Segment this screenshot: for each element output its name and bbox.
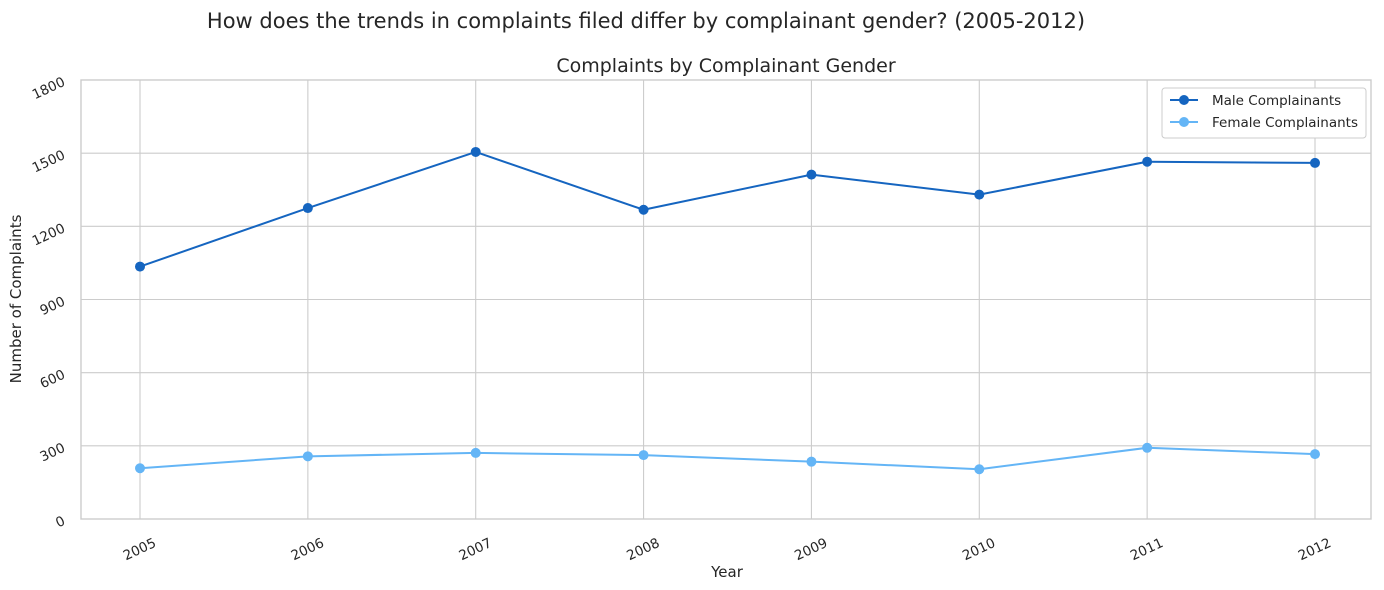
data-point <box>638 450 649 461</box>
data-point <box>302 451 313 462</box>
chart-suptitle: How does the trends in complaints filed … <box>207 9 1085 33</box>
data-point <box>1142 156 1153 167</box>
x-axis-ticks: 2005 2006 2007 2008 2009 2010 2011 2012 <box>121 535 1334 564</box>
series-group <box>135 146 1320 475</box>
y-tick-label: 1800 <box>30 74 68 103</box>
data-point <box>1142 442 1153 453</box>
x-tick-label: 2007 <box>457 535 495 564</box>
legend-swatch-marker <box>1179 95 1189 105</box>
x-tick-label: 2006 <box>289 535 327 564</box>
legend-box <box>1161 87 1367 139</box>
chart-title: Complaints by Complainant Gender <box>556 55 896 77</box>
x-tick-label: 2008 <box>624 535 662 564</box>
legend: Male Complainants Female Complainants <box>1161 87 1367 139</box>
legend-item-male-complainants: Male Complainants <box>1170 93 1341 109</box>
x-tick-label: 2005 <box>121 535 159 564</box>
x-tick-label: 2009 <box>792 535 830 564</box>
data-point <box>806 456 817 467</box>
y-axis-ticks: 0 300 600 900 1200 1500 1800 <box>30 74 68 531</box>
data-point <box>1310 157 1320 168</box>
series-line <box>139 150 1316 268</box>
data-point <box>638 204 649 215</box>
series-line <box>139 446 1316 471</box>
y-tick-label: 1200 <box>30 220 68 249</box>
y-tick-label: 1500 <box>30 147 68 176</box>
legend-label: Male Complainants <box>1212 93 1341 109</box>
y-tick-label: 0 <box>53 513 68 531</box>
series-female-complainants <box>135 442 1320 475</box>
y-tick-label: 300 <box>38 440 68 465</box>
data-point <box>974 464 985 475</box>
data-point <box>974 189 985 200</box>
series-male-complainants <box>135 146 1320 272</box>
x-tick-label: 2010 <box>960 535 998 564</box>
grid <box>81 79 1371 520</box>
data-point <box>135 463 145 474</box>
data-point <box>806 169 817 180</box>
data-point <box>1310 449 1320 460</box>
y-axis-label: Number of Complaints <box>7 214 25 383</box>
x-tick-label: 2011 <box>1128 535 1166 564</box>
data-point <box>302 203 313 214</box>
x-tick-label: 2012 <box>1296 535 1334 564</box>
y-tick-label: 600 <box>38 367 68 392</box>
data-point <box>135 261 145 272</box>
plot-frame <box>80 79 1372 520</box>
legend-swatch-marker <box>1179 117 1189 127</box>
legend-item-female-complainants: Female Complainants <box>1170 115 1358 131</box>
x-axis-label: Year <box>710 563 744 581</box>
legend-label: Female Complainants <box>1212 115 1358 131</box>
y-tick-label: 900 <box>38 294 68 319</box>
data-point <box>470 447 481 458</box>
data-point <box>470 146 481 157</box>
